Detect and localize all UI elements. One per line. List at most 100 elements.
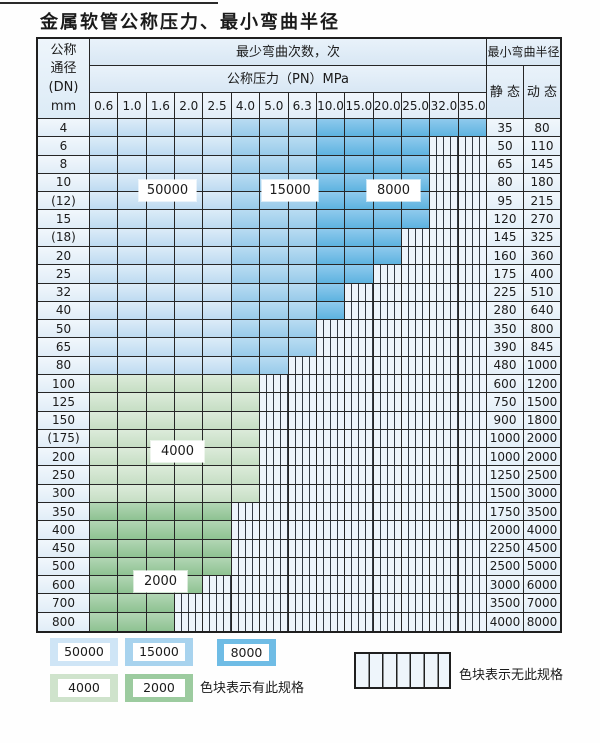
spec-cell (118, 466, 147, 485)
corner-header-dn: 公称 通径 (DN) mm (38, 39, 90, 119)
no-spec-cell (458, 539, 487, 558)
dn-cell: 250 (38, 466, 90, 485)
no-spec-cell (430, 429, 459, 449)
dynamic-radius-cell: 2000 (524, 448, 560, 467)
static-radius-cell: 1250 (487, 466, 524, 485)
no-spec-cell (430, 576, 459, 595)
spec-cell (146, 594, 176, 613)
no-spec-cell (373, 411, 402, 430)
spec-cell (146, 484, 176, 503)
no-spec-cell (373, 265, 402, 284)
spec-cell (118, 265, 147, 284)
spec-cell (90, 393, 119, 412)
spec-cell (288, 228, 317, 247)
legend-no-spec-text: 色块表示无此规格 (459, 668, 564, 683)
no-spec-cell (316, 594, 346, 613)
dynamic-radius-cell: 4500 (524, 539, 560, 558)
spec-cell (316, 301, 346, 321)
no-spec-cell (231, 503, 261, 522)
no-spec-cell (458, 228, 487, 247)
spec-cell (345, 265, 374, 284)
dynamic-radius-cell: 640 (524, 301, 560, 321)
no-spec-cell (260, 612, 289, 631)
no-spec-cell (260, 503, 289, 522)
no-spec-cell (203, 612, 232, 631)
dn-cell: 450 (38, 539, 90, 558)
spec-cell (231, 265, 261, 284)
spec-cell (90, 375, 119, 394)
static-radius-cell: 600 (487, 375, 524, 394)
no-spec-cell (175, 612, 204, 631)
spec-cell (175, 137, 204, 156)
no-spec-cell (401, 247, 431, 266)
spec-cell (373, 247, 402, 266)
pressure-column-header: 20.0 (373, 93, 402, 119)
no-spec-cell (231, 557, 261, 577)
spec-cell (430, 119, 459, 138)
legend-swatch-4000: 4000 (50, 674, 118, 702)
no-spec-cell (430, 393, 459, 412)
no-spec-cell (345, 594, 374, 613)
spec-cell (203, 119, 232, 138)
dynamic-radius-cell: 800 (524, 320, 560, 339)
spec-cell (175, 265, 204, 284)
dynamic-radius-cell: 360 (524, 247, 560, 266)
no-spec-cell (288, 356, 317, 375)
no-spec-cell (458, 192, 487, 211)
spec-cell (260, 301, 289, 321)
dn-cell: 350 (38, 503, 90, 522)
no-spec-cell (458, 155, 487, 174)
spec-cell (260, 210, 289, 229)
static-radius-cell: 175 (487, 265, 524, 284)
no-spec-cell (373, 429, 402, 449)
no-spec-cell (345, 466, 374, 485)
no-spec-cell (373, 320, 402, 339)
dn-cell: 50 (38, 320, 90, 339)
no-spec-cell (288, 411, 317, 430)
no-spec-cell (430, 612, 459, 631)
no-spec-cell (401, 557, 431, 577)
no-spec-cell (401, 320, 431, 339)
dynamic-radius-cell: 8000 (524, 612, 560, 631)
spec-cell (203, 173, 232, 193)
no-spec-cell (458, 448, 487, 467)
spec-cell (260, 283, 289, 302)
no-spec-cell (316, 393, 346, 412)
spec-cell (90, 576, 119, 595)
spec-cell (316, 210, 346, 229)
spec-cell (458, 119, 487, 138)
spec-cell (118, 393, 147, 412)
no-spec-cell (316, 612, 346, 631)
spec-cell (118, 594, 147, 613)
static-radius-cell: 900 (487, 411, 524, 430)
spec-cell (90, 448, 119, 467)
no-spec-cell (231, 594, 261, 613)
dynamic-radius-cell: 1000 (524, 356, 560, 375)
spec-cell (203, 265, 232, 284)
spec-cell (401, 210, 431, 229)
spec-cell (203, 393, 232, 412)
spec-cell (231, 155, 261, 174)
no-spec-cell (345, 503, 374, 522)
no-spec-cell (260, 429, 289, 449)
spec-cell (146, 320, 176, 339)
legend-swatch-label: 2000 (133, 679, 185, 697)
dn-cell: 25 (38, 265, 90, 284)
no-spec-cell (288, 375, 317, 394)
spec-cell (90, 247, 119, 266)
pressure-header: 公称压力（PN）MPa (90, 66, 487, 93)
bend-times-label: 4000 (151, 441, 204, 462)
spec-cell (118, 612, 147, 631)
no-spec-cell (373, 301, 402, 321)
static-radius-cell: 2250 (487, 539, 524, 558)
spec-cell (146, 411, 176, 430)
corner-header-line: 通径 (50, 61, 77, 77)
spec-cell (118, 210, 147, 229)
no-spec-cell (430, 594, 459, 613)
spec-cell (146, 265, 176, 284)
spec-cell (175, 356, 204, 375)
dynamic-radius-cell: 6000 (524, 576, 560, 595)
no-spec-cell (260, 411, 289, 430)
spec-cell (118, 484, 147, 503)
no-spec-cell (430, 283, 459, 302)
